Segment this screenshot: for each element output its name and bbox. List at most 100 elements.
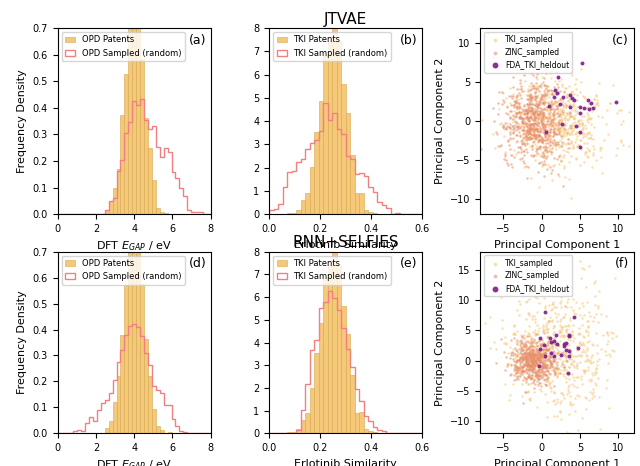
ZINC_sampled	[529, 363, 540, 370]
TKI_sampled	[538, 323, 548, 331]
TKI_sampled	[572, 128, 582, 136]
TKI_sampled	[547, 111, 557, 118]
ZINC_sampled	[531, 343, 541, 350]
TKI_sampled	[582, 117, 592, 124]
ZINC_sampled	[541, 343, 552, 350]
ZINC_sampled	[524, 354, 534, 362]
TKI_sampled	[538, 328, 548, 335]
ZINC_sampled	[529, 356, 539, 364]
ZINC_sampled	[534, 371, 544, 379]
TKI_sampled	[527, 131, 538, 139]
TKI_sampled	[554, 129, 564, 137]
ZINC_sampled	[533, 342, 543, 350]
ZINC_sampled	[527, 358, 538, 365]
ZINC_sampled	[517, 346, 527, 353]
ZINC_sampled	[535, 350, 545, 357]
TKI_sampled	[540, 120, 550, 128]
TKI_sampled	[552, 349, 563, 356]
ZINC_sampled	[536, 80, 546, 87]
ZINC_sampled	[538, 355, 548, 362]
TKI_sampled	[539, 96, 549, 103]
TKI_sampled	[502, 360, 513, 368]
TKI_sampled	[605, 352, 615, 360]
ZINC_sampled	[522, 127, 532, 135]
TKI_sampled	[584, 115, 595, 123]
TKI_sampled	[564, 370, 575, 377]
TKI_sampled	[552, 126, 562, 134]
TKI_sampled	[581, 283, 591, 291]
ZINC_sampled	[537, 116, 547, 123]
TKI_sampled	[570, 111, 580, 119]
ZINC_sampled	[527, 350, 537, 358]
ZINC_sampled	[527, 349, 537, 356]
ZINC_sampled	[555, 87, 565, 94]
ZINC_sampled	[513, 123, 523, 130]
TKI_sampled	[539, 340, 549, 347]
TKI_sampled	[577, 300, 587, 307]
TKI_sampled	[556, 316, 566, 323]
ZINC_sampled	[523, 104, 533, 111]
TKI_sampled	[499, 124, 509, 132]
ZINC_sampled	[544, 86, 554, 94]
ZINC_sampled	[531, 372, 541, 379]
ZINC_sampled	[519, 349, 529, 356]
ZINC_sampled	[504, 141, 514, 149]
TKI_sampled	[502, 119, 513, 127]
TKI_sampled	[552, 110, 562, 117]
ZINC_sampled	[496, 141, 506, 148]
TKI_sampled	[537, 359, 547, 366]
ZINC_sampled	[490, 129, 500, 136]
TKI_sampled	[556, 111, 566, 118]
ZINC_sampled	[506, 336, 516, 344]
TKI_sampled	[525, 396, 535, 404]
TKI_sampled	[534, 385, 545, 393]
ZINC_sampled	[521, 131, 531, 139]
TKI_sampled	[543, 82, 554, 89]
TKI_sampled	[561, 352, 572, 359]
TKI_sampled	[542, 134, 552, 141]
TKI_sampled	[554, 356, 564, 363]
TKI_sampled	[551, 68, 561, 75]
TKI_sampled	[536, 358, 547, 365]
ZINC_sampled	[531, 345, 541, 352]
ZINC_sampled	[547, 90, 557, 97]
TKI_sampled	[574, 329, 584, 336]
TKI_sampled	[577, 119, 588, 126]
ZINC_sampled	[525, 125, 536, 132]
TKI_sampled	[524, 128, 534, 136]
TKI_sampled	[592, 96, 602, 103]
TKI_sampled	[509, 322, 519, 330]
FDA_TKI_heldout	[556, 351, 566, 359]
TKI_sampled	[560, 350, 570, 358]
TKI_sampled	[556, 322, 566, 329]
TKI_sampled	[561, 357, 571, 365]
ZINC_sampled	[552, 155, 562, 163]
TKI_sampled	[528, 354, 538, 361]
ZINC_sampled	[538, 111, 548, 119]
ZINC_sampled	[545, 105, 555, 113]
ZINC_sampled	[548, 366, 559, 374]
FDA_TKI_heldout	[567, 95, 577, 102]
ZINC_sampled	[548, 363, 559, 370]
ZINC_sampled	[513, 144, 523, 151]
ZINC_sampled	[523, 345, 533, 352]
X-axis label: DFT $E_{GAP}$ / eV: DFT $E_{GAP}$ / eV	[96, 240, 172, 254]
TKI_sampled	[569, 383, 579, 390]
FDA_TKI_heldout	[564, 352, 574, 360]
ZINC_sampled	[519, 130, 529, 137]
ZINC_sampled	[548, 109, 559, 116]
TKI_sampled	[572, 91, 582, 99]
TKI_sampled	[573, 331, 583, 338]
TKI_sampled	[570, 107, 580, 115]
ZINC_sampled	[512, 367, 522, 374]
ZINC_sampled	[522, 332, 532, 340]
ZINC_sampled	[525, 125, 535, 133]
ZINC_sampled	[531, 368, 541, 376]
TKI_sampled	[520, 67, 531, 75]
ZINC_sampled	[530, 134, 540, 142]
ZINC_sampled	[536, 372, 546, 379]
ZINC_sampled	[500, 151, 510, 158]
TKI_sampled	[552, 354, 563, 362]
TKI_sampled	[530, 141, 540, 148]
ZINC_sampled	[540, 126, 550, 133]
